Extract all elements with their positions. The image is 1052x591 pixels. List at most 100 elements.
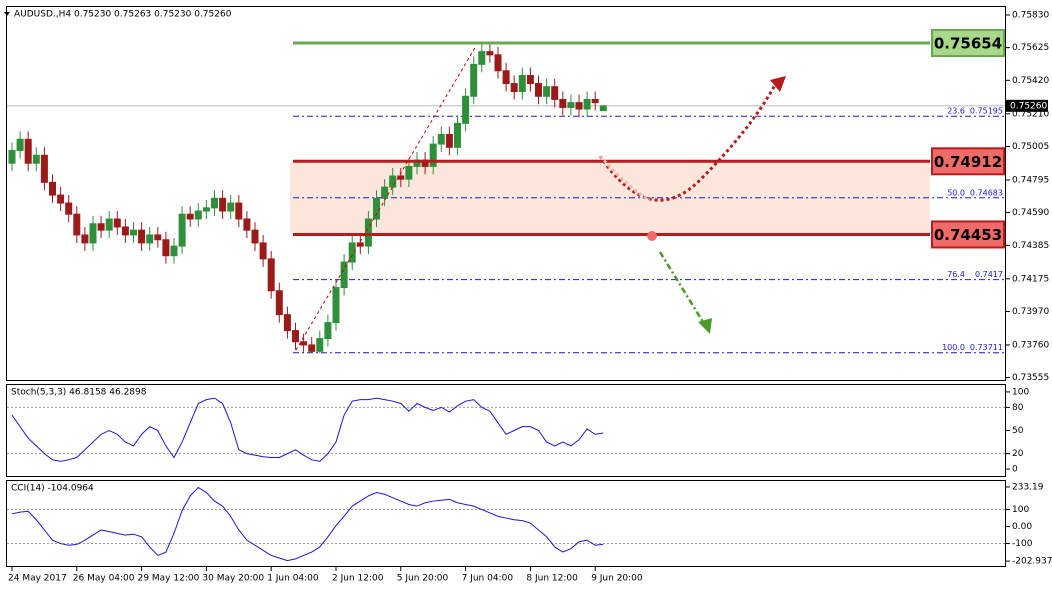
trend-line xyxy=(295,45,477,351)
candle-body xyxy=(543,86,551,97)
fib-value: 0.75195 xyxy=(970,107,1003,116)
candle-body xyxy=(275,290,283,316)
arrow-up xyxy=(598,84,777,202)
y-tick-label: 0.73970 xyxy=(1012,307,1049,317)
candle-body xyxy=(591,98,599,104)
candle-body xyxy=(526,75,534,85)
candle-body xyxy=(24,138,32,164)
candle-body xyxy=(462,95,470,124)
last-price-label: 0.75260 xyxy=(1010,101,1047,111)
candle-body xyxy=(16,138,24,151)
candle-body xyxy=(73,213,81,236)
candle-body xyxy=(81,234,89,244)
candle-body xyxy=(429,143,437,167)
candle-body xyxy=(227,202,235,212)
candle-body xyxy=(130,229,137,236)
x-tick-label: 9 Jun 20:00 xyxy=(591,574,643,584)
cci-title: CCI(14) -104.0964 xyxy=(11,484,94,494)
candle-body xyxy=(348,242,356,263)
candle-body xyxy=(121,226,129,236)
candle-body xyxy=(397,175,405,180)
level-label: 0.74912 xyxy=(934,153,1002,171)
candle-body xyxy=(267,258,275,292)
y-tick-label: 0.00 xyxy=(1012,522,1032,532)
candle-body xyxy=(559,98,567,108)
y-tick-label: -202.9373 xyxy=(1012,557,1052,567)
y-tick-label: 0.74795 xyxy=(1012,175,1049,185)
x-tick-label: 1 Jun 04:00 xyxy=(267,574,319,584)
y-tick-label: -100 xyxy=(1012,539,1033,549)
candle-body xyxy=(113,218,121,228)
fib-value: 0.73711 xyxy=(970,343,1003,352)
candle-body xyxy=(567,102,575,108)
fib-ratio: 50.0 xyxy=(947,188,965,197)
candle-body xyxy=(89,223,97,244)
y-tick-label: 100 xyxy=(1012,505,1029,515)
y-tick-label: 0.75625 xyxy=(1012,43,1049,53)
candle-body xyxy=(454,122,461,148)
menu-icon xyxy=(4,12,10,16)
level-box xyxy=(931,147,1005,176)
y-tick-label: 0.74175 xyxy=(1012,274,1049,284)
y-tick-label: 100 xyxy=(1012,387,1029,397)
level-box xyxy=(931,29,1005,58)
x-tick-label: 30 May 20:00 xyxy=(202,574,264,584)
candle-body xyxy=(389,175,397,188)
candle-body xyxy=(211,197,218,209)
candle-body xyxy=(292,330,299,343)
candle-body xyxy=(235,202,243,220)
arrow-head xyxy=(698,318,712,334)
y-tick-label: 0.74385 xyxy=(1012,241,1049,251)
y-tick-label: 20 xyxy=(1012,449,1024,459)
candle-body xyxy=(340,261,348,289)
candle-body xyxy=(324,322,332,340)
candle-body xyxy=(502,70,510,85)
y-tick-label: 0 xyxy=(1012,465,1018,475)
x-tick-label: 24 May 2017 xyxy=(8,574,67,584)
candle-body xyxy=(470,63,478,97)
candle-body xyxy=(170,245,178,257)
y-tick-label: 0.75830 xyxy=(1012,10,1049,20)
candle-body xyxy=(186,213,194,220)
candle-body xyxy=(332,287,340,324)
candle-body xyxy=(202,207,210,212)
x-tick-label: 29 May 12:00 xyxy=(138,574,200,584)
candle-body xyxy=(575,102,583,110)
x-tick-label: 7 Jun 04:00 xyxy=(462,574,514,584)
fib-ratio: 76.4 xyxy=(947,270,965,279)
candle-body xyxy=(583,98,591,110)
level-label: 0.75654 xyxy=(934,35,1002,53)
fib-value: 0.7417 xyxy=(975,270,1003,279)
last-price-box xyxy=(1006,99,1048,112)
candle-body xyxy=(478,51,486,65)
x-tick-label: 5 Jun 20:00 xyxy=(397,574,449,584)
candle-body xyxy=(551,86,559,100)
candle-body xyxy=(308,344,316,352)
level-box xyxy=(931,220,1005,249)
candle-body xyxy=(49,181,56,196)
candle-body xyxy=(65,202,73,215)
main-panel xyxy=(6,6,1006,381)
candle-body xyxy=(8,149,16,164)
x-tick-label: 2 Jun 12:00 xyxy=(332,574,384,584)
fib-ratio: 100.0 xyxy=(942,343,965,352)
candle-body xyxy=(283,314,291,332)
candle-body xyxy=(381,186,389,199)
candle-body xyxy=(154,234,162,241)
candle-body xyxy=(316,338,324,352)
candle-body xyxy=(146,234,154,244)
y-tick-label: 0.75420 xyxy=(1012,76,1049,86)
level-label: 0.74453 xyxy=(934,226,1002,244)
candle-body xyxy=(437,134,445,145)
candle-body xyxy=(105,218,113,231)
candle-body xyxy=(405,165,413,180)
cci-panel xyxy=(6,480,1006,567)
stoch-panel xyxy=(6,384,1006,477)
stoch-title: Stoch(5,3,3) 46.8158 46.2898 xyxy=(11,388,147,398)
y-tick-label: 80 xyxy=(1012,403,1024,413)
line-series xyxy=(11,486,604,562)
fib-value: 0.74683 xyxy=(970,188,1003,197)
candle-body xyxy=(162,239,170,257)
y-tick-label: 233.19 xyxy=(1012,482,1044,492)
y-tick-label: 0.73555 xyxy=(1012,373,1049,383)
